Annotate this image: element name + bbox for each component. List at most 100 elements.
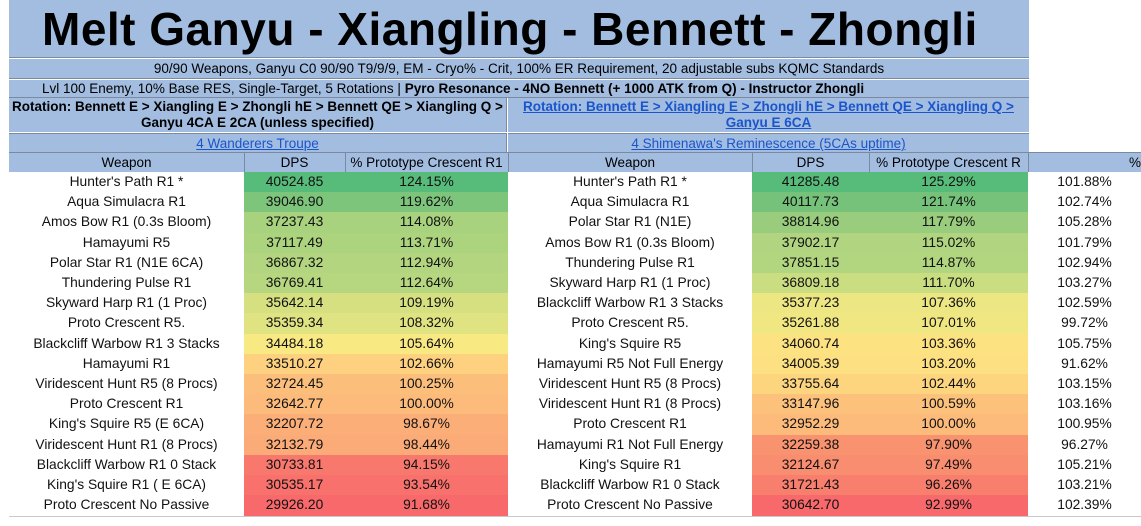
right-weapon-cell[interactable]: Skyward Harp R1 (1 Proc) <box>508 273 753 295</box>
right-weapon-cell[interactable]: Proto Crescent R5. <box>508 313 753 336</box>
right-dps-cell[interactable]: 41285.48 <box>752 172 870 194</box>
right-dps-cell[interactable]: 31721.43 <box>752 475 870 497</box>
right-extra-cell[interactable]: 102.59% <box>1028 293 1141 316</box>
right-dps-cell[interactable]: 34005.39 <box>752 353 870 376</box>
right-pct-cell[interactable]: 114.87% <box>869 252 1029 275</box>
left-weapon-cell[interactable]: Skyward Harp R1 (1 Proc) <box>9 293 245 316</box>
right-pct-cell[interactable]: 107.36% <box>869 293 1029 316</box>
right-pct-cell[interactable]: 103.20% <box>869 353 1029 376</box>
right-extra-cell[interactable]: 91.62% <box>1028 353 1141 376</box>
right-extra-cell[interactable]: 103.15% <box>1028 374 1141 396</box>
left-dps-cell[interactable]: 39046.90 <box>244 192 346 215</box>
right-weapon-cell[interactable]: Proto Crescent R1 <box>508 414 753 437</box>
right-dps-cell[interactable]: 32952.29 <box>752 414 870 437</box>
left-weapon-cell[interactable]: Amos Bow R1 (0.3s Bloom) <box>9 212 245 235</box>
right-weapon-cell[interactable]: Blackcliff Warbow R1 0 Stack <box>508 475 753 497</box>
right-extra-cell[interactable]: 99.72% <box>1028 313 1141 336</box>
right-extra-cell[interactable]: 101.88% <box>1028 172 1141 194</box>
left-dps-cell[interactable]: 32642.77 <box>244 394 346 417</box>
right-dps-cell[interactable]: 38814.96 <box>752 212 870 235</box>
right-weapon-cell[interactable]: Polar Star R1 (N1E) <box>508 212 753 235</box>
left-weapon-cell[interactable]: Polar Star R1 (N1E 6CA) <box>9 252 245 275</box>
left-pct-cell[interactable]: 98.67% <box>345 414 509 437</box>
left-dps-cell[interactable]: 34484.18 <box>244 333 346 356</box>
right-weapon-cell[interactable]: King's Squire R1 <box>508 454 753 477</box>
left-dps-cell[interactable]: 37117.49 <box>244 232 346 255</box>
right-pct-cell[interactable]: 111.70% <box>869 273 1029 295</box>
right-dps-cell[interactable]: 32259.38 <box>752 434 870 457</box>
left-dps-cell[interactable]: 32724.45 <box>244 374 346 396</box>
left-dps-cell[interactable]: 30535.17 <box>244 475 346 497</box>
right-dps-cell[interactable]: 37851.15 <box>752 252 870 275</box>
right-extra-cell[interactable]: 103.21% <box>1028 475 1141 497</box>
right-dps-cell[interactable]: 33755.64 <box>752 374 870 396</box>
right-dps-cell[interactable]: 35377.23 <box>752 293 870 316</box>
left-weapon-cell[interactable]: Thundering Pulse R1 <box>9 273 245 295</box>
left-pct-cell[interactable]: 112.64% <box>345 273 509 295</box>
left-weapon-cell[interactable]: Aqua Simulacra R1 <box>9 192 245 215</box>
right-pct-cell[interactable]: 121.74% <box>869 192 1029 215</box>
right-dps-cell[interactable]: 34060.74 <box>752 333 870 356</box>
left-dps-cell[interactable]: 32207.72 <box>244 414 346 437</box>
right-weapon-cell[interactable]: King's Squire R5 <box>508 333 753 356</box>
right-dps-cell[interactable]: 37902.17 <box>752 232 870 255</box>
left-dps-cell[interactable]: 35642.14 <box>244 293 346 316</box>
right-weapon-cell[interactable]: Hunter's Path R1 * <box>508 172 753 194</box>
right-dps-cell[interactable]: 36809.18 <box>752 273 870 295</box>
left-weapon-cell[interactable]: King's Squire R1 ( E 6CA) <box>9 475 245 497</box>
right-extra-cell[interactable]: 101.79% <box>1028 232 1141 255</box>
right-extra-cell[interactable]: 100.95% <box>1028 414 1141 437</box>
left-weapon-cell[interactable]: Proto Crescent R5. <box>9 313 245 336</box>
left-pct-cell[interactable]: 93.54% <box>345 475 509 497</box>
right-weapon-cell[interactable]: Viridescent Hunt R1 (8 Procs) <box>508 394 753 417</box>
right-dps-cell[interactable]: 30642.70 <box>752 495 870 518</box>
left-dps-cell[interactable]: 35359.34 <box>244 313 346 336</box>
right-pct-cell[interactable]: 97.90% <box>869 434 1029 457</box>
right-extra-cell[interactable]: 105.21% <box>1028 454 1141 477</box>
left-pct-cell[interactable]: 113.71% <box>345 232 509 255</box>
right-extra-cell[interactable]: 103.16% <box>1028 394 1141 417</box>
right-artifact-set-link[interactable]: 4 Shimenawa's Reminescence (5CAs uptime) <box>508 133 1029 152</box>
left-weapon-cell[interactable]: Viridescent Hunt R5 (8 Procs) <box>9 374 245 396</box>
right-pct-cell[interactable]: 102.44% <box>869 374 1029 396</box>
right-pct-cell[interactable]: 100.59% <box>869 394 1029 417</box>
right-dps-cell[interactable]: 32124.67 <box>752 454 870 477</box>
left-pct-cell[interactable]: 98.44% <box>345 434 509 457</box>
left-dps-cell[interactable]: 36867.32 <box>244 252 346 275</box>
left-pct-cell[interactable]: 109.19% <box>345 293 509 316</box>
left-pct-cell[interactable]: 124.15% <box>345 172 509 194</box>
left-dps-cell[interactable]: 40524.85 <box>244 172 346 194</box>
left-pct-cell[interactable]: 108.32% <box>345 313 509 336</box>
left-dps-cell[interactable]: 32132.79 <box>244 434 346 457</box>
right-pct-cell[interactable]: 125.29% <box>869 172 1029 194</box>
left-pct-cell[interactable]: 119.62% <box>345 192 509 215</box>
right-weapon-cell[interactable]: Blackcliff Warbow R1 3 Stacks <box>508 293 753 316</box>
left-pct-cell[interactable]: 102.66% <box>345 353 509 376</box>
left-artifact-set-link[interactable]: 4 Wanderers Troupe <box>9 133 507 152</box>
right-extra-cell[interactable]: 105.28% <box>1028 212 1141 235</box>
left-pct-cell[interactable]: 112.94% <box>345 252 509 275</box>
right-weapon-cell[interactable]: Viridescent Hunt R5 (8 Procs) <box>508 374 753 396</box>
left-weapon-cell[interactable]: Blackcliff Warbow R1 0 Stack <box>9 454 245 477</box>
left-weapon-cell[interactable]: Hamayumi R5 <box>9 232 245 255</box>
left-pct-cell[interactable]: 100.25% <box>345 374 509 396</box>
left-weapon-cell[interactable]: Hunter's Path R1 * <box>9 172 245 194</box>
right-weapon-cell[interactable]: Aqua Simulacra R1 <box>508 192 753 215</box>
right-weapon-cell[interactable]: Amos Bow R1 (0.3s Bloom) <box>508 232 753 255</box>
left-dps-cell[interactable]: 36769.41 <box>244 273 346 295</box>
left-weapon-cell[interactable]: Blackcliff Warbow R1 3 Stacks <box>9 333 245 356</box>
right-pct-cell[interactable]: 117.79% <box>869 212 1029 235</box>
right-dps-cell[interactable]: 35261.88 <box>752 313 870 336</box>
right-extra-cell[interactable]: 102.74% <box>1028 192 1141 215</box>
right-pct-cell[interactable]: 97.49% <box>869 454 1029 477</box>
right-dps-cell[interactable]: 33147.96 <box>752 394 870 417</box>
right-pct-cell[interactable]: 103.36% <box>869 333 1029 356</box>
right-weapon-cell[interactable]: Hamayumi R5 Not Full Energy <box>508 353 753 376</box>
right-weapon-cell[interactable]: Proto Crescent No Passive <box>508 495 753 518</box>
left-dps-cell[interactable]: 37237.43 <box>244 212 346 235</box>
left-weapon-cell[interactable]: Proto Crescent No Passive <box>9 495 245 518</box>
right-weapon-cell[interactable]: Hamayumi R1 Not Full Energy <box>508 434 753 457</box>
right-extra-cell[interactable]: 102.39% <box>1028 495 1141 518</box>
right-pct-cell[interactable]: 96.26% <box>869 475 1029 497</box>
right-extra-cell[interactable]: 102.94% <box>1028 252 1141 275</box>
